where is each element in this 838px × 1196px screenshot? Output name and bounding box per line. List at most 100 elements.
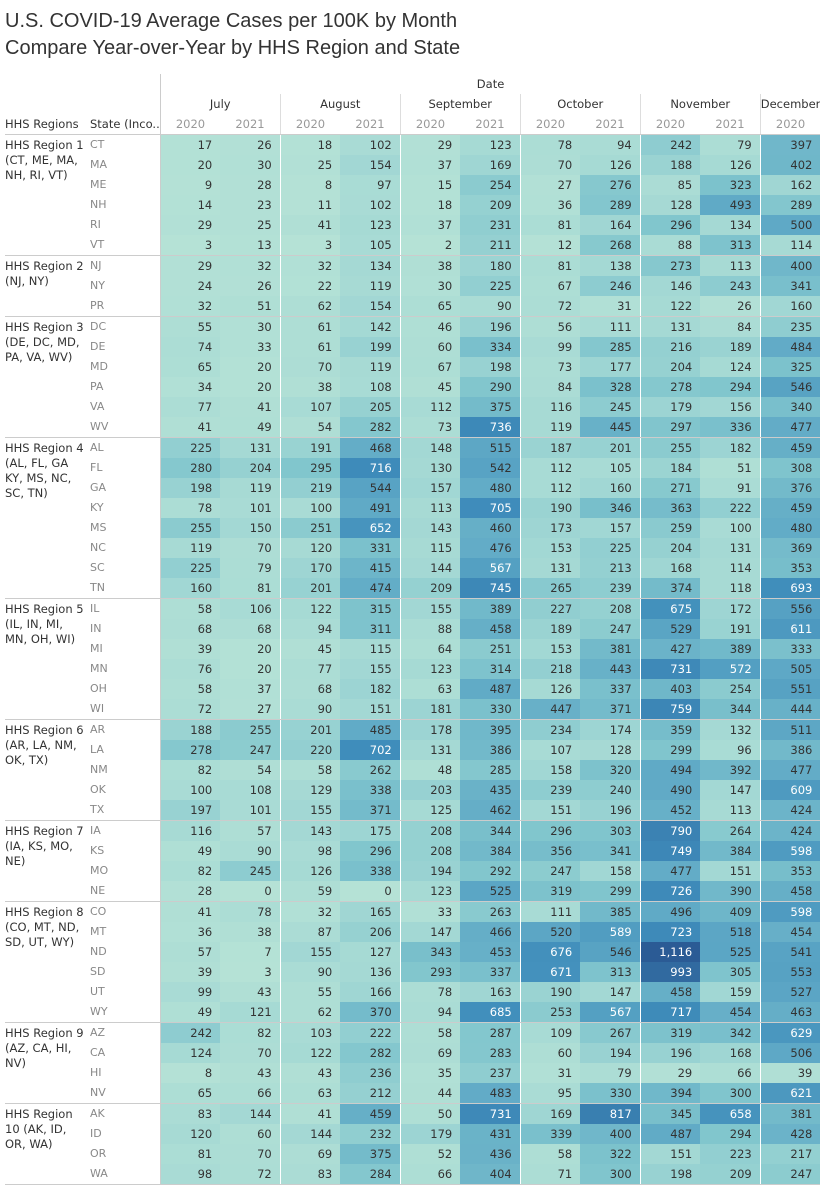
region-label: HHS Region 7 (IA, KS, MO, NE) <box>5 820 87 902</box>
value-cell: 90 <box>280 699 341 720</box>
value-cell: 515 <box>460 437 521 458</box>
value-cell: 276 <box>580 175 641 195</box>
table-row: HHS Region 7 (IA, KS, MO, NE) IA 116 57 143 1… <box>5 820 821 902</box>
state-label: OH <box>87 679 161 699</box>
value-cell: 119 <box>340 276 401 296</box>
value-cell: 178 <box>400 719 461 740</box>
value-cell: 225 <box>160 558 221 578</box>
value-cell: 319 <box>520 881 581 902</box>
table-row: KY 78 101 100 491 113 705 190 346 363 222 459 <box>5 498 821 518</box>
state-label: NE <box>87 881 161 902</box>
value-cell: 239 <box>520 780 581 800</box>
value-cell: 289 <box>760 195 821 215</box>
value-cell: 31 <box>580 296 641 317</box>
value-cell: 255 <box>640 437 701 458</box>
value-cell: 8 <box>280 175 341 195</box>
value-cell: 285 <box>460 760 521 780</box>
value-cell: 130 <box>400 458 461 478</box>
value-cell: 119 <box>160 538 221 558</box>
value-cell: 511 <box>760 719 821 740</box>
year-header: 2020 <box>280 114 341 135</box>
state-label: WY <box>87 1002 161 1023</box>
value-cell: 341 <box>580 841 641 861</box>
value-cell: 452 <box>640 800 701 821</box>
value-cell: 34 <box>160 377 221 397</box>
value-cell: 78 <box>400 982 461 1002</box>
table-row: MN 76 20 77 155 123 314 218 443 731 572 505 <box>5 659 821 679</box>
value-cell: 723 <box>640 922 701 942</box>
value-cell: 131 <box>520 558 581 578</box>
value-cell: 567 <box>460 558 521 578</box>
value-cell: 54 <box>220 760 281 780</box>
value-cell: 239 <box>580 578 641 599</box>
value-cell: 88 <box>640 235 701 256</box>
value-cell: 208 <box>400 841 461 861</box>
value-cell: 81 <box>520 215 581 235</box>
value-cell: 384 <box>700 841 761 861</box>
value-cell: 693 <box>760 578 821 599</box>
table-row: DE 74 33 61 199 60 334 99 285 216 189 484 <box>5 337 821 357</box>
value-cell: 97 <box>340 175 401 195</box>
value-cell: 444 <box>760 699 821 720</box>
value-cell: 265 <box>520 578 581 599</box>
table-row: UT 99 43 55 166 78 163 190 147 458 159 527 <box>5 982 821 1002</box>
value-cell: 8 <box>160 1063 221 1083</box>
state-label: OR <box>87 1144 161 1164</box>
value-cell: 20 <box>220 639 281 659</box>
value-cell: 65 <box>160 1083 221 1104</box>
table-row: WV 41 49 54 282 73 736 119 445 297 336 477 <box>5 417 821 438</box>
value-cell: 745 <box>460 578 521 599</box>
value-cell: 736 <box>460 417 521 438</box>
value-cell: 127 <box>340 942 401 962</box>
value-cell: 99 <box>520 337 581 357</box>
value-cell: 546 <box>580 942 641 962</box>
value-cell: 184 <box>640 458 701 478</box>
value-cell: 337 <box>460 962 521 982</box>
value-cell: 454 <box>700 1002 761 1023</box>
value-cell: 126 <box>520 679 581 699</box>
table-row: HHS Region 4 (AL, FL, GA KY, MS, NC, SC,… <box>5 437 821 599</box>
value-cell: 598 <box>760 901 821 922</box>
value-cell: 48 <box>400 760 461 780</box>
value-cell: 39 <box>760 1063 821 1083</box>
value-cell: 169 <box>520 1103 581 1124</box>
value-cell: 231 <box>460 215 521 235</box>
value-cell: 36 <box>160 922 221 942</box>
value-cell: 208 <box>400 820 461 841</box>
value-cell: 124 <box>700 357 761 377</box>
value-cell: 25 <box>220 215 281 235</box>
state-label: WV <box>87 417 161 438</box>
value-cell: 160 <box>160 578 221 599</box>
value-cell: 541 <box>760 942 821 962</box>
value-cell: 247 <box>220 740 281 760</box>
value-cell: 208 <box>580 598 641 619</box>
value-cell: 466 <box>460 922 521 942</box>
value-cell: 459 <box>340 1103 401 1124</box>
state-label: HI <box>87 1063 161 1083</box>
table-row: NV 65 66 63 212 44 483 95 330 394 300 621 <box>5 1083 821 1104</box>
region-label: HHS Region 4 (AL, FL, GA KY, MS, NC, SC,… <box>5 437 87 599</box>
value-cell: 290 <box>460 377 521 397</box>
value-cell: 520 <box>520 922 581 942</box>
value-cell: 20 <box>160 155 221 175</box>
value-cell: 7 <box>220 942 281 962</box>
value-cell: 13 <box>220 235 281 256</box>
value-cell: 136 <box>340 962 401 982</box>
value-cell: 223 <box>700 1144 761 1164</box>
value-cell: 621 <box>760 1083 821 1104</box>
value-cell: 235 <box>760 316 821 337</box>
value-cell: 194 <box>400 861 461 881</box>
value-cell: 297 <box>640 417 701 438</box>
value-cell: 14 <box>160 195 221 215</box>
value-cell: 487 <box>640 1124 701 1144</box>
value-cell: 402 <box>760 155 821 175</box>
value-cell: 296 <box>640 215 701 235</box>
value-cell: 155 <box>340 659 401 679</box>
table-row: NY 24 26 22 119 30 225 67 246 146 243 341 <box>5 276 821 296</box>
value-cell: 123 <box>400 659 461 679</box>
value-cell: 0 <box>220 881 281 902</box>
value-cell: 251 <box>460 639 521 659</box>
value-cell: 142 <box>340 316 401 337</box>
state-label: CT <box>87 134 161 155</box>
value-cell: 79 <box>580 1063 641 1083</box>
